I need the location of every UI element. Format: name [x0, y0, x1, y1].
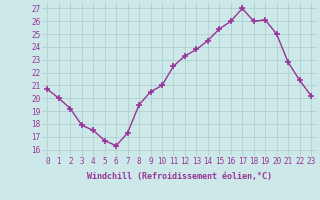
X-axis label: Windchill (Refroidissement éolien,°C): Windchill (Refroidissement éolien,°C) [87, 172, 272, 181]
